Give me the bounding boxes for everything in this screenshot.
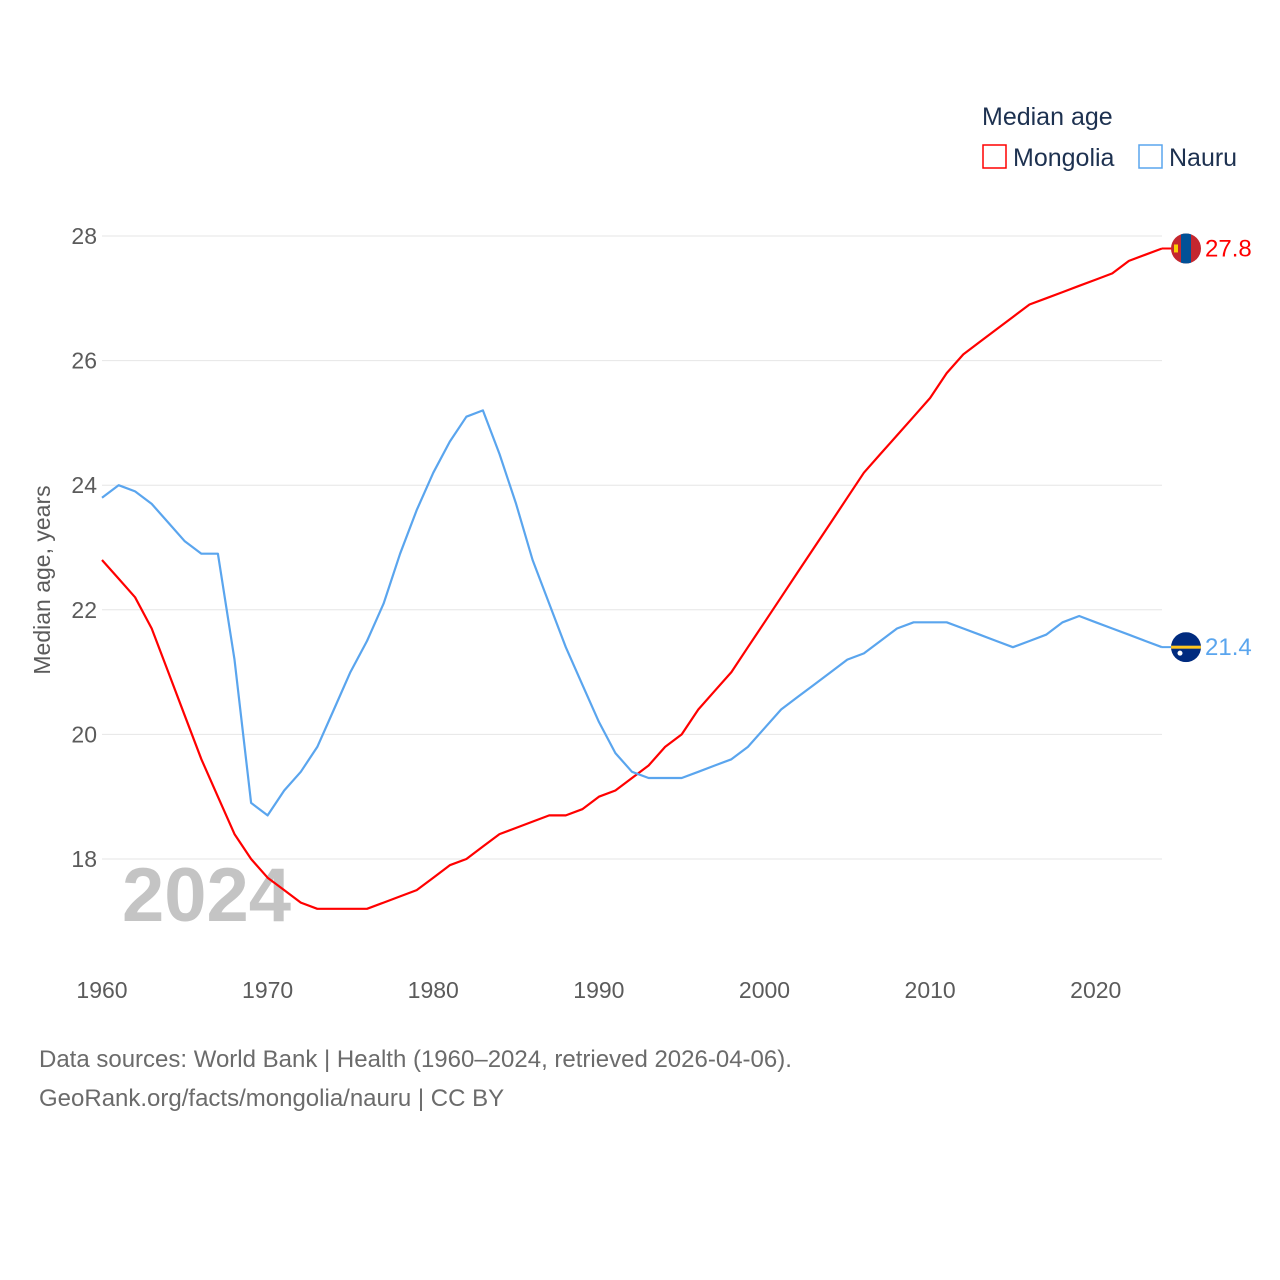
x-tick-label: 2000 [739, 977, 790, 1003]
y-tick-label: 26 [71, 348, 97, 374]
y-tick-label: 18 [71, 846, 97, 872]
credit-link[interactable]: GeoRank.org/facts/mongolia/nauru | CC BY [39, 1085, 505, 1112]
legend-item-mongolia[interactable]: Mongolia [982, 144, 1115, 172]
y-tick-label: 22 [71, 597, 97, 623]
flag-nauru-icon [1171, 632, 1201, 663]
legend-swatch-mongolia [982, 144, 1007, 169]
legend-label-mongolia: Mongolia [1013, 144, 1115, 172]
line-chart: 18 20 22 24 26 28 1960 1970 1980 1990 2000 2010 2020… [29, 103, 1252, 1003]
x-tick-label: 1980 [408, 977, 459, 1003]
x-tick-label: 1990 [573, 977, 624, 1003]
series-line-nauru[interactable] [101, 409, 1163, 817]
legend-title: Median age [982, 103, 1113, 131]
end-value-label: 21.4 [1205, 634, 1252, 661]
year-watermark: 2024 [122, 853, 291, 938]
data-sources: Data sources: World Bank | Health (1960–… [39, 1046, 792, 1073]
y-tick-label: 24 [71, 472, 97, 498]
y-tick-label: 20 [71, 721, 97, 747]
x-tick-label: 2010 [905, 977, 956, 1003]
series-line-mongolia[interactable] [101, 247, 1163, 910]
flag-mongolia-icon [1171, 233, 1201, 264]
end-value-label: 27.8 [1205, 235, 1252, 262]
legend-label-nauru: Nauru [1169, 144, 1237, 172]
x-tick-label: 1960 [76, 977, 127, 1003]
legend-item-nauru[interactable]: Nauru [1138, 144, 1237, 172]
legend-swatch-nauru [1138, 144, 1163, 169]
x-tick-label: 2020 [1070, 977, 1121, 1003]
y-axis-label: Median age, years [29, 485, 55, 674]
y-tick-label: 28 [71, 223, 97, 249]
x-tick-label: 1970 [242, 977, 293, 1003]
